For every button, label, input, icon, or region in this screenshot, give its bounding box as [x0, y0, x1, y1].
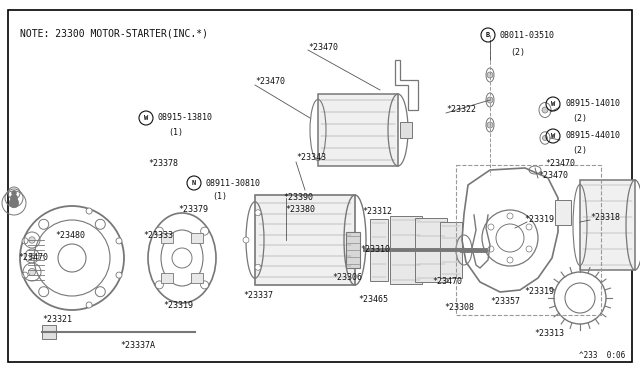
Bar: [370, 219, 388, 281]
Bar: [161, 233, 173, 243]
Bar: [390, 216, 422, 284]
Text: ^233  0:06: ^233 0:06: [579, 351, 625, 360]
Text: *23380: *23380: [285, 205, 315, 215]
Text: (1): (1): [212, 192, 227, 201]
Text: *23480: *23480: [55, 231, 85, 240]
Bar: [456, 165, 601, 315]
Circle shape: [200, 227, 209, 235]
Circle shape: [156, 227, 163, 235]
Text: N: N: [192, 180, 196, 186]
Circle shape: [95, 287, 106, 297]
Circle shape: [488, 224, 494, 230]
Circle shape: [255, 210, 261, 216]
Text: *23470: *23470: [545, 160, 575, 169]
Circle shape: [28, 269, 36, 276]
Circle shape: [95, 219, 106, 229]
Text: *23390: *23390: [283, 192, 313, 202]
Circle shape: [488, 246, 494, 252]
Text: (2): (2): [572, 145, 587, 154]
Circle shape: [38, 219, 49, 229]
Text: (1): (1): [168, 128, 183, 137]
Text: *23319: *23319: [163, 301, 193, 310]
Circle shape: [10, 195, 18, 202]
Circle shape: [22, 238, 28, 244]
Text: 08915-44010: 08915-44010: [565, 131, 620, 141]
Text: *23312: *23312: [362, 208, 392, 217]
Text: (2): (2): [510, 48, 525, 57]
Circle shape: [200, 281, 209, 289]
Text: *23470: *23470: [18, 253, 48, 263]
Bar: [191, 273, 203, 283]
Text: B: B: [486, 32, 490, 38]
Circle shape: [29, 237, 35, 243]
Text: *23313: *23313: [534, 328, 564, 337]
Text: *23306: *23306: [332, 273, 362, 282]
Circle shape: [487, 122, 493, 128]
Text: *23333: *23333: [143, 231, 173, 240]
Text: (2): (2): [572, 113, 587, 122]
Text: *23322: *23322: [446, 106, 476, 115]
Circle shape: [38, 287, 49, 297]
Text: *23470: *23470: [308, 42, 338, 51]
Circle shape: [116, 272, 122, 278]
Text: *23470: *23470: [432, 278, 462, 286]
Circle shape: [526, 246, 532, 252]
Text: *23378: *23378: [148, 158, 178, 167]
Circle shape: [116, 238, 122, 244]
Text: *23379: *23379: [178, 205, 208, 215]
Text: *23319: *23319: [524, 288, 554, 296]
Circle shape: [22, 272, 28, 278]
Circle shape: [487, 72, 493, 78]
Text: *23310: *23310: [360, 246, 390, 254]
Text: 08915-13810: 08915-13810: [158, 113, 213, 122]
Circle shape: [29, 253, 35, 259]
Text: *23337: *23337: [243, 291, 273, 299]
Circle shape: [507, 257, 513, 263]
Text: *23465: *23465: [358, 295, 388, 305]
Circle shape: [487, 97, 493, 103]
Text: *23343: *23343: [296, 154, 326, 163]
Circle shape: [255, 264, 261, 270]
Text: *23321: *23321: [42, 315, 72, 324]
Circle shape: [543, 135, 547, 141]
Text: *23308: *23308: [444, 304, 474, 312]
Text: NOTE: 23300 MOTOR-STARTER(INC.*): NOTE: 23300 MOTOR-STARTER(INC.*): [20, 28, 208, 38]
Circle shape: [86, 208, 92, 214]
Bar: [318, 94, 398, 166]
Text: *23337A: *23337A: [120, 340, 155, 350]
Text: *23318: *23318: [590, 214, 620, 222]
Text: *23357: *23357: [490, 298, 520, 307]
Bar: [580, 180, 635, 270]
Text: W: W: [144, 115, 148, 121]
Text: W: W: [551, 133, 555, 139]
Text: 08915-14010: 08915-14010: [565, 99, 620, 109]
Text: 08911-30810: 08911-30810: [206, 179, 261, 187]
Bar: [400, 122, 412, 138]
Bar: [346, 232, 360, 268]
Text: W: W: [551, 101, 555, 107]
Circle shape: [86, 302, 92, 308]
Circle shape: [542, 107, 548, 113]
Circle shape: [156, 281, 163, 289]
Text: *23470: *23470: [255, 77, 285, 87]
Bar: [42, 325, 56, 339]
Bar: [191, 233, 203, 243]
Circle shape: [507, 213, 513, 219]
Text: 08011-03510: 08011-03510: [500, 31, 555, 39]
Bar: [415, 218, 447, 282]
Circle shape: [243, 237, 249, 243]
Bar: [440, 222, 462, 278]
Bar: [255, 195, 355, 285]
Bar: [161, 273, 173, 283]
Circle shape: [9, 198, 19, 208]
Text: *23470: *23470: [538, 170, 568, 180]
Bar: [555, 200, 571, 225]
Circle shape: [526, 224, 532, 230]
Text: *23319: *23319: [524, 215, 554, 224]
Circle shape: [12, 190, 17, 195]
